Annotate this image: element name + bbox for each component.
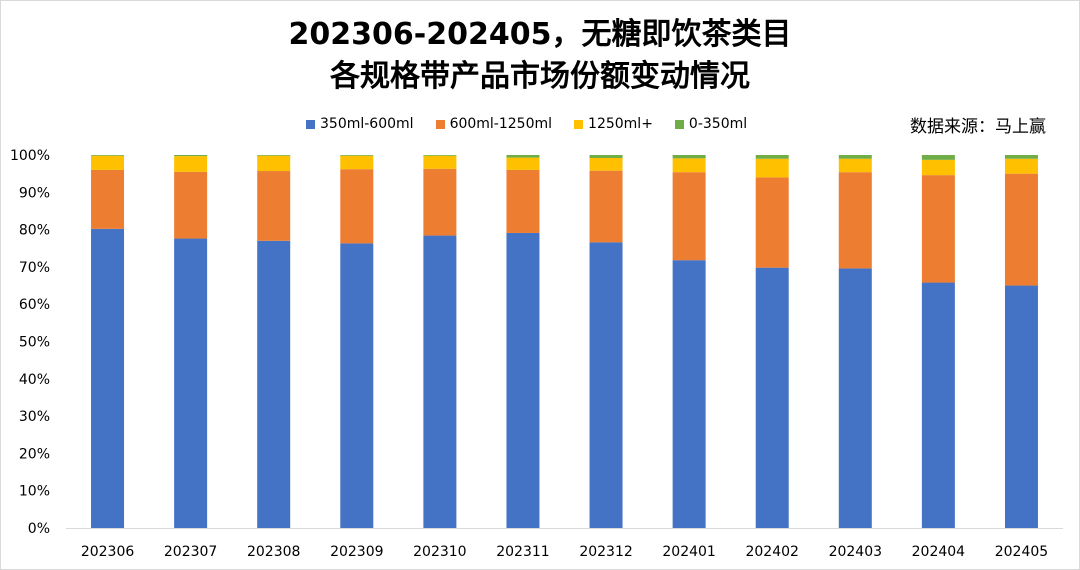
bar-segment-202307-s0	[174, 238, 208, 529]
bar-segment-202309-s2	[340, 155, 374, 170]
bar-segment-202402-s3	[755, 155, 789, 159]
legend-item-1250-plus: 1250ml+	[574, 116, 653, 132]
bar-segment-202311-s3	[506, 155, 540, 158]
y-tick-label: 0%	[28, 521, 50, 537]
bar-segment-202307-s2	[174, 156, 208, 172]
bar-segment-202402-s0	[755, 267, 789, 528]
bar-segment-202403-s3	[838, 155, 872, 159]
bar-segment-202309-s3	[340, 155, 374, 156]
bar-segment-202405-s3	[1004, 155, 1038, 159]
bar-segment-202402-s1	[755, 177, 789, 268]
bar-segment-202307-s1	[174, 171, 208, 239]
chart-title-line-2: 各规格带产品市场份额变动情况	[330, 59, 750, 94]
x-tick-label: 202310	[413, 544, 466, 560]
bar-segment-202403-s0	[838, 268, 872, 528]
legend-label-1250-plus: 1250ml+	[588, 116, 653, 132]
y-tick-label: 90%	[19, 185, 50, 201]
x-tick-label: 202404	[912, 544, 966, 560]
bar-segment-202401-s3	[672, 155, 706, 159]
chart-legend: 350ml-600ml 600ml-1250ml 1250ml+ 0-350ml	[306, 114, 769, 134]
legend-item-0-350: 0-350ml	[674, 116, 748, 132]
chart-title: 202306-202405，无糖即饮茶类目 各规格带产品市场份额变动情况	[0, 14, 1080, 98]
y-tick-label: 40%	[19, 372, 50, 388]
bar-segment-202306-s3	[91, 155, 125, 156]
y-tick-label: 100%	[10, 148, 50, 164]
x-tick-label: 202403	[829, 544, 882, 560]
legend-swatch-1250-plus	[574, 119, 584, 129]
y-tick-label: 70%	[19, 260, 50, 276]
bar-segment-202404-s0	[921, 282, 955, 528]
chart-title-line-1: 202306-202405，无糖即饮茶类目	[288, 17, 792, 52]
bar-segment-202403-s1	[838, 172, 872, 269]
bar-segment-202405-s0	[1004, 285, 1038, 528]
y-tick-label: 80%	[19, 223, 50, 239]
bar-segment-202401-s0	[672, 260, 706, 528]
x-tick-label: 202307	[164, 544, 217, 560]
bar-segment-202403-s2	[838, 158, 872, 173]
legend-item-350-600: 350ml-600ml	[306, 116, 414, 132]
bar-segment-202404-s3	[921, 155, 955, 160]
bar-segment-202306-s2	[91, 155, 125, 170]
bar-segment-202405-s1	[1004, 173, 1038, 286]
bar-segment-202312-s0	[589, 242, 623, 528]
bar-segment-202401-s2	[672, 158, 706, 173]
y-tick-label: 30%	[19, 409, 50, 425]
legend-label-600-1250: 600ml-1250ml	[449, 116, 553, 132]
bar-segment-202310-s1	[423, 168, 457, 236]
bar-segment-202308-s3	[257, 155, 291, 156]
legend-item-600-1250: 600ml-1250ml	[435, 116, 553, 132]
bar-segment-202312-s2	[589, 157, 623, 171]
legend-swatch-600-1250	[435, 119, 445, 129]
bar-segment-202309-s1	[340, 169, 374, 244]
y-tick-label: 50%	[19, 335, 50, 351]
bar-segment-202310-s2	[423, 155, 457, 169]
bar-segment-202308-s0	[257, 240, 291, 529]
y-tick-label: 20%	[19, 446, 50, 462]
legend-label-0-350: 0-350ml	[688, 116, 748, 132]
bar-segment-202312-s3	[589, 155, 623, 158]
bar-segment-202310-s3	[423, 155, 457, 156]
bar-segment-202310-s0	[423, 235, 457, 528]
legend-swatch-0-350	[674, 119, 684, 129]
legend-swatch-350-600	[306, 119, 315, 129]
bar-segment-202312-s1	[589, 170, 623, 243]
bar-segment-202404-s1	[921, 175, 955, 283]
bar-segment-202405-s2	[1004, 158, 1038, 174]
x-tick-label: 202309	[330, 544, 383, 560]
x-tick-label: 202312	[579, 544, 632, 560]
x-tick-label: 202306	[81, 544, 135, 560]
y-tick-label: 60%	[19, 297, 50, 313]
x-tick-label: 202311	[496, 544, 549, 560]
bar-segment-202308-s1	[257, 171, 291, 241]
bar-segment-202311-s2	[506, 157, 540, 170]
bar-segment-202307-s3	[174, 155, 208, 157]
x-tick-label: 202401	[662, 544, 715, 560]
bar-segment-202402-s2	[755, 158, 789, 178]
legend-label-350-600: 350ml-600ml	[320, 116, 414, 132]
bar-segment-202306-s0	[91, 228, 125, 528]
bar-segment-202401-s1	[672, 172, 706, 261]
bar-segment-202311-s0	[506, 232, 540, 528]
bar-segment-202306-s1	[91, 169, 125, 229]
bar-segment-202308-s2	[257, 155, 291, 172]
bar-segment-202309-s0	[340, 243, 374, 528]
x-tick-label: 202308	[247, 544, 300, 560]
x-tick-label: 202405	[995, 544, 1048, 560]
bar-segment-202404-s2	[921, 159, 955, 176]
bar-segment-202311-s1	[506, 169, 540, 233]
y-tick-label: 10%	[19, 484, 50, 500]
x-tick-label: 202402	[745, 544, 798, 560]
source-note: 数据来源：马上赢	[910, 117, 1046, 137]
